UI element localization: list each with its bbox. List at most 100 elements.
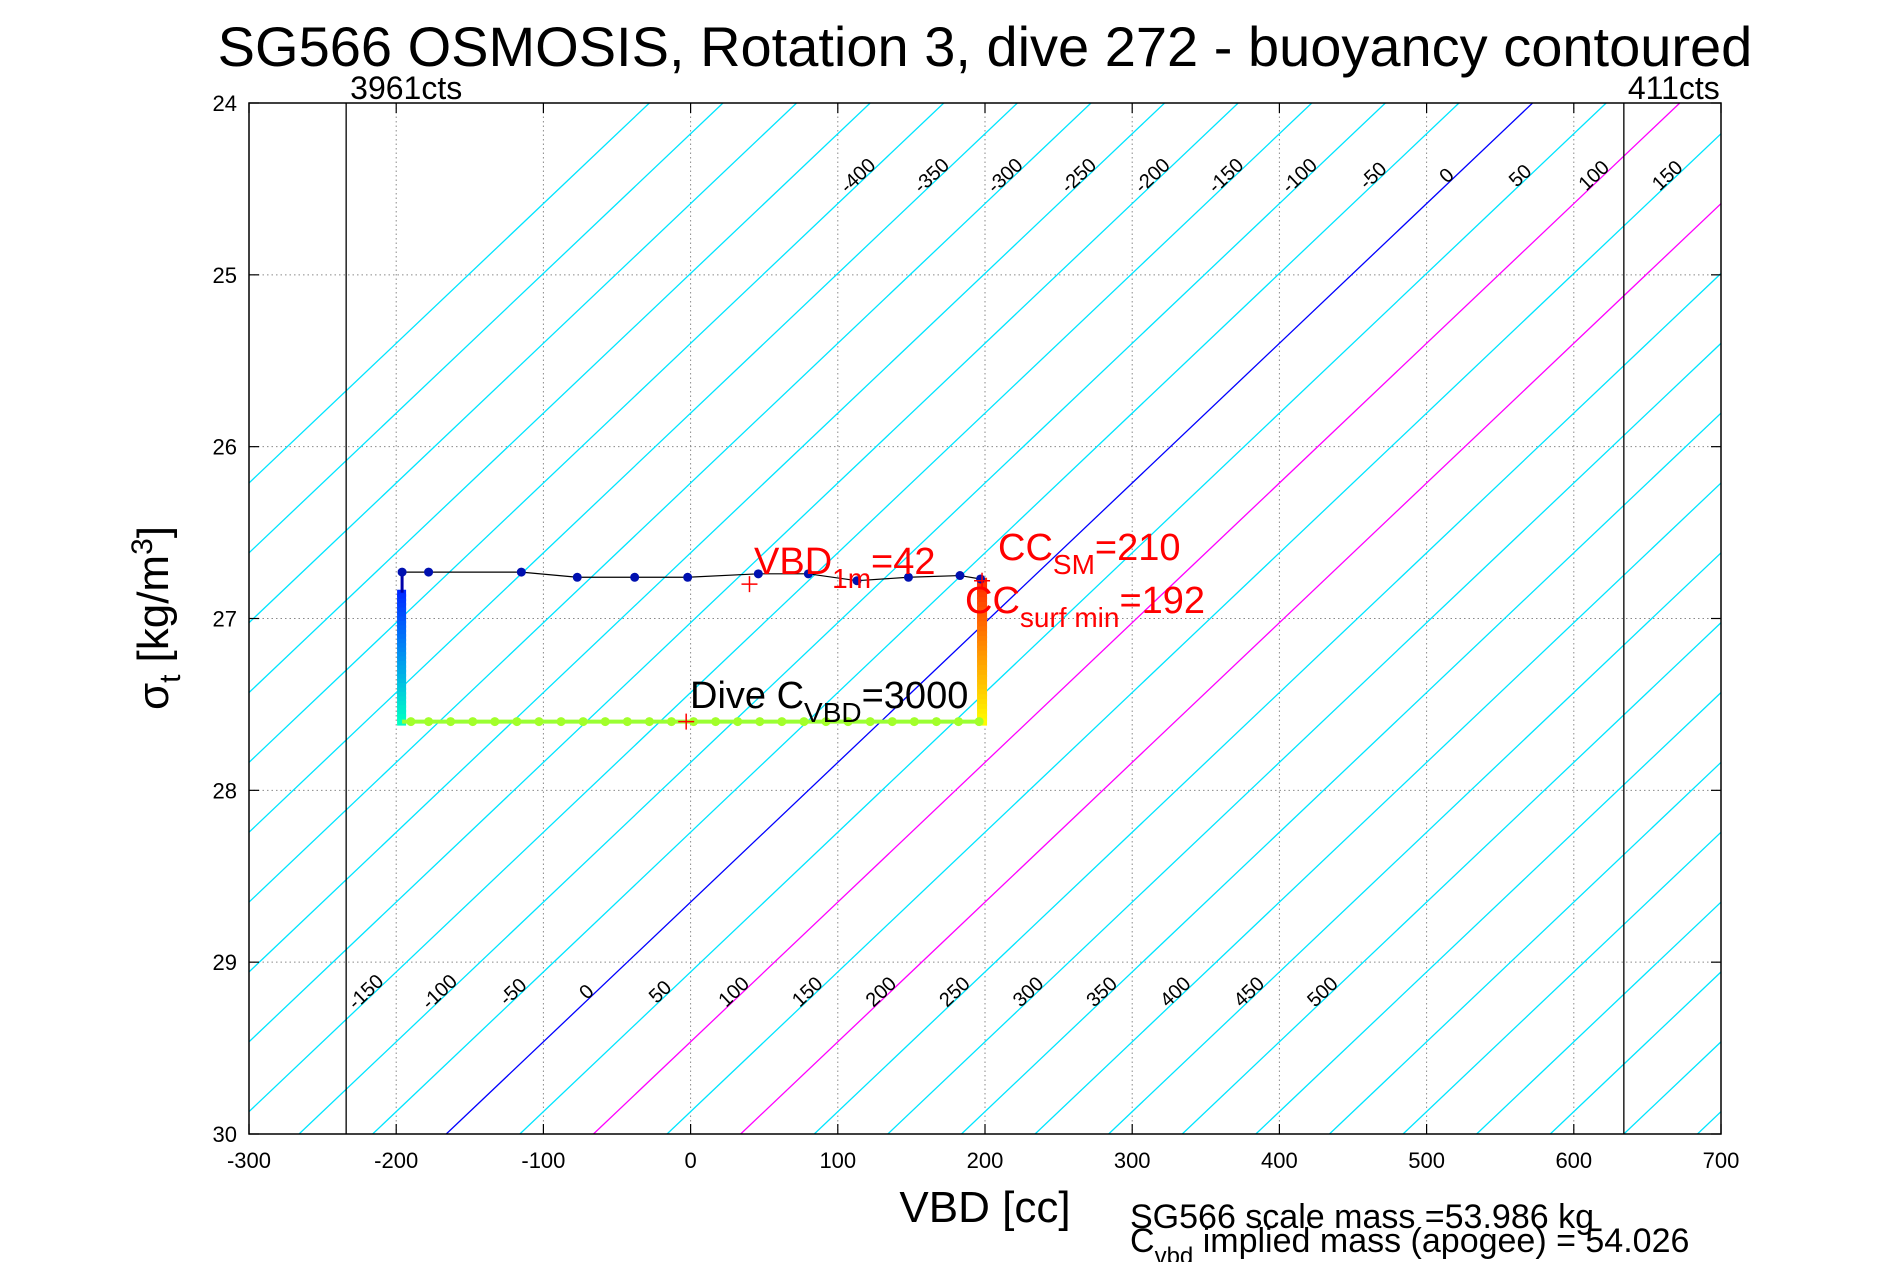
bottom-point bbox=[578, 717, 588, 727]
descent-segment bbox=[977, 626, 988, 634]
y-tick-label: 26 bbox=[213, 435, 237, 460]
cc-sm-annotation: CCSM=210 bbox=[998, 527, 1180, 580]
descent-segment bbox=[977, 650, 988, 658]
ascent-segment bbox=[397, 714, 407, 722]
buoyancy-contours bbox=[249, 103, 1891, 1134]
ascent-segment bbox=[397, 643, 407, 651]
count-limit-label: 411cts bbox=[1628, 70, 1720, 106]
descent-segment bbox=[977, 708, 988, 716]
y-axis-label: σt [kg/m3] bbox=[126, 526, 187, 710]
ascent-segment bbox=[397, 718, 407, 726]
contour-line bbox=[1476, 901, 1721, 1134]
descent-segment bbox=[977, 601, 988, 609]
descent-segment bbox=[977, 645, 988, 653]
bottom-point bbox=[446, 717, 456, 727]
bottom-point bbox=[666, 717, 676, 727]
ascent-segment bbox=[397, 700, 407, 708]
vbd-1m-value: =42 bbox=[871, 541, 935, 583]
bottom-point bbox=[468, 717, 478, 727]
dive-cvbd-value: =3000 bbox=[862, 675, 969, 717]
ascent-segment bbox=[397, 687, 407, 695]
axis-ticks: -300 -200 -100 0 100 200 300 400 500 600 700 24 25 26… bbox=[213, 91, 1740, 1173]
ascent-segment bbox=[397, 696, 407, 704]
cc-surf-sub: surf min bbox=[1020, 602, 1120, 633]
surface-point bbox=[683, 572, 693, 582]
contour-line bbox=[249, 103, 1239, 1043]
contour-line bbox=[1255, 691, 1721, 1134]
bottom-point bbox=[644, 717, 654, 727]
x-tick-label: -100 bbox=[521, 1148, 565, 1173]
contour-line bbox=[445, 103, 1534, 1134]
ascent-segment bbox=[397, 625, 407, 633]
contour-line bbox=[961, 412, 1721, 1134]
vbd-1m-main: VBD bbox=[754, 541, 832, 583]
dive-cvbd-sub: VBD bbox=[804, 697, 862, 728]
y-axis-label-sub: t bbox=[154, 674, 187, 683]
bottom-point bbox=[931, 717, 941, 727]
bottom-point bbox=[490, 717, 500, 727]
x-axis-label: VBD [cc] bbox=[899, 1183, 1070, 1232]
implied-mass-text: Cvbd implied mass (apogee) = 54.026 bbox=[1130, 1222, 1689, 1262]
bottom-point bbox=[909, 717, 919, 727]
ascent-segment bbox=[397, 665, 407, 673]
surface-point bbox=[572, 572, 582, 582]
contour-line bbox=[519, 103, 1607, 1134]
descent-segment bbox=[977, 713, 988, 721]
descent-segment bbox=[977, 660, 988, 668]
bottom-point bbox=[406, 717, 416, 727]
ascent-segment bbox=[397, 660, 407, 668]
contour-line bbox=[740, 202, 1721, 1134]
descent-segment bbox=[977, 621, 988, 629]
descent-segment bbox=[977, 684, 988, 692]
dive-cvbd-annotation: Dive CVBD=3000 bbox=[690, 675, 968, 728]
ascent-segment bbox=[397, 611, 407, 619]
bottom-point bbox=[424, 717, 434, 727]
bottom-point bbox=[974, 717, 984, 727]
descent-segment bbox=[977, 689, 988, 697]
y-tick-label: 25 bbox=[213, 263, 237, 288]
ascent-segment bbox=[397, 603, 407, 611]
surface-point bbox=[903, 572, 913, 582]
descent-segment bbox=[977, 655, 988, 663]
cc-sm-value: =210 bbox=[1095, 527, 1181, 569]
surface-point bbox=[424, 567, 434, 577]
x-tick-label: 500 bbox=[1408, 1148, 1445, 1173]
scale-mass-text: SG566 scale mass =53.986 kg bbox=[1130, 1198, 1594, 1236]
ascent-segment bbox=[397, 634, 407, 642]
trajectory-surface-line bbox=[402, 571, 981, 582]
descent-segment bbox=[977, 616, 988, 624]
descent-segment bbox=[977, 592, 988, 600]
surface-point bbox=[753, 569, 763, 579]
dive-trajectory bbox=[397, 567, 991, 730]
ascent-segment bbox=[397, 709, 407, 717]
cc-sm-main: CC bbox=[998, 527, 1053, 569]
descent-segment bbox=[977, 631, 988, 639]
x-tick-label: -200 bbox=[374, 1148, 418, 1173]
bottom-point bbox=[843, 717, 853, 727]
vbd-1m-sub: 1m bbox=[832, 563, 871, 594]
bottom-point bbox=[799, 717, 809, 727]
contour-line bbox=[1771, 103, 1891, 1134]
contour-line bbox=[298, 103, 1386, 1134]
descent-segment bbox=[977, 636, 988, 644]
descent-segment bbox=[977, 665, 988, 673]
bottom-point bbox=[622, 717, 632, 727]
descent-segment bbox=[977, 640, 988, 648]
surface-point bbox=[852, 576, 862, 586]
implied-mass-sub: vbd bbox=[1155, 1243, 1194, 1262]
ascent-segment bbox=[397, 616, 407, 624]
ascent-segment bbox=[397, 620, 407, 628]
contour-line bbox=[372, 103, 1460, 1134]
bottom-point bbox=[711, 717, 721, 727]
x-tick-label: 200 bbox=[967, 1148, 1004, 1173]
y-tick-label: 24 bbox=[213, 91, 237, 116]
cc-surf-main: CC bbox=[965, 580, 1020, 622]
bottom-point bbox=[534, 717, 544, 727]
x-tick-label: 700 bbox=[1703, 1148, 1740, 1173]
y-tick-label: 29 bbox=[213, 950, 237, 975]
y-axis-label-sup: 3 bbox=[126, 538, 159, 555]
descent-segment bbox=[977, 694, 988, 702]
y-axis-label-main: σ bbox=[129, 683, 178, 710]
count-limit-label: 3961cts bbox=[350, 70, 462, 106]
ascent-segment bbox=[397, 691, 407, 699]
